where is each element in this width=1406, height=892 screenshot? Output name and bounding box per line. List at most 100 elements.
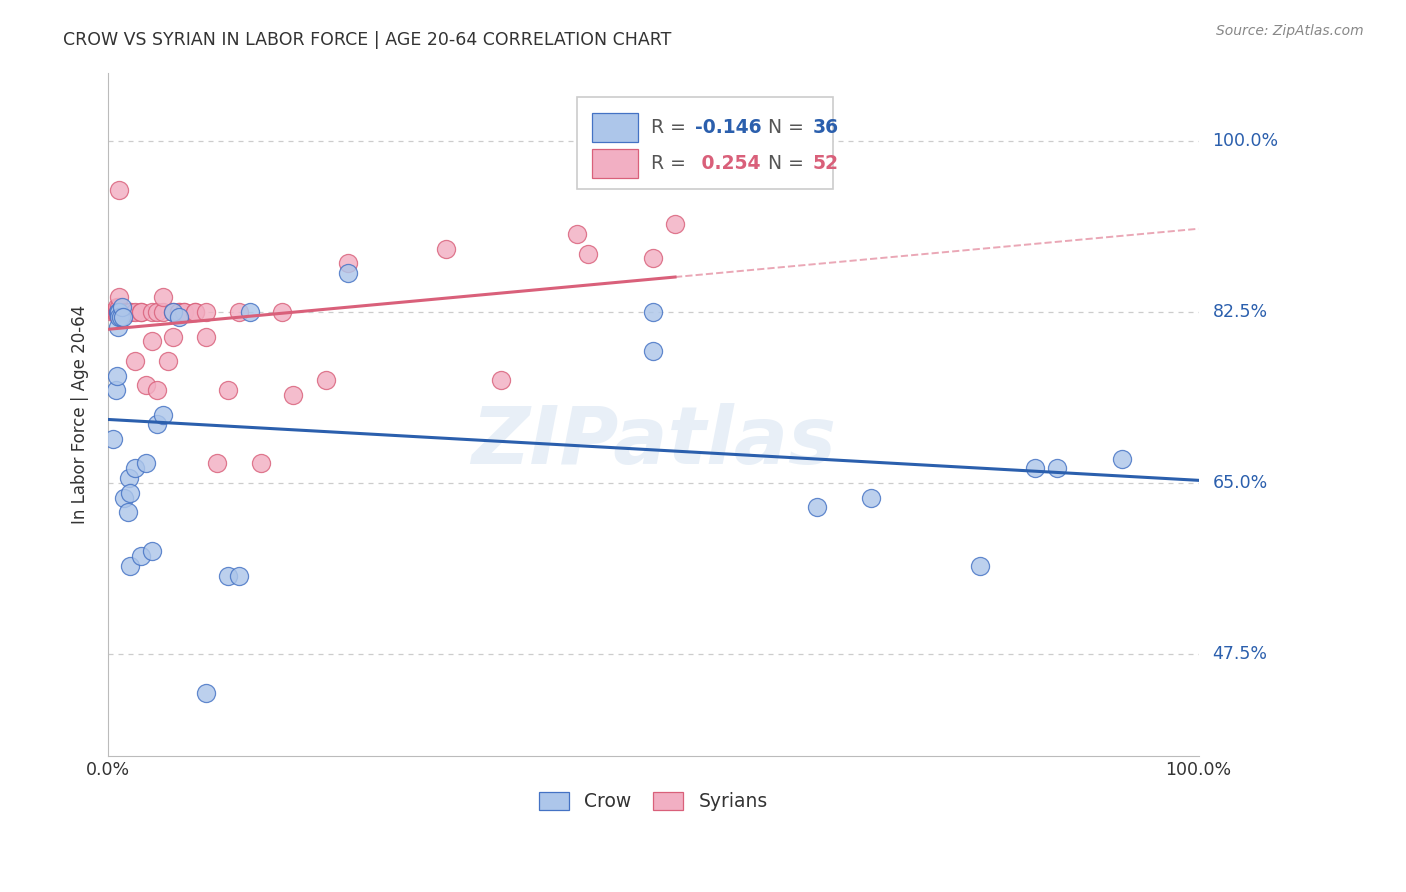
FancyBboxPatch shape xyxy=(592,149,638,178)
FancyBboxPatch shape xyxy=(576,97,834,189)
Point xyxy=(434,242,457,256)
Point xyxy=(184,305,207,319)
Point xyxy=(205,457,228,471)
Point xyxy=(107,319,129,334)
Point xyxy=(105,368,128,383)
Text: -0.146: -0.146 xyxy=(695,118,761,136)
Text: 82.5%: 82.5% xyxy=(1212,303,1268,321)
Point xyxy=(162,329,184,343)
Point xyxy=(336,266,359,280)
Point xyxy=(249,457,271,471)
Point xyxy=(108,310,131,324)
Point xyxy=(141,305,163,319)
Point xyxy=(104,305,127,319)
Point xyxy=(228,568,250,582)
Point xyxy=(118,485,141,500)
Point xyxy=(103,305,125,319)
Text: N =: N = xyxy=(768,153,810,173)
Point xyxy=(112,310,135,324)
Point xyxy=(118,305,141,319)
Point xyxy=(103,305,125,319)
Point xyxy=(664,217,686,231)
Point xyxy=(108,300,131,314)
Point xyxy=(108,305,131,319)
Point xyxy=(173,305,195,319)
Text: 100.0%: 100.0% xyxy=(1212,132,1278,151)
Point xyxy=(173,305,195,319)
Point xyxy=(643,305,665,319)
Point xyxy=(156,354,179,368)
Point xyxy=(152,291,174,305)
Text: 65.0%: 65.0% xyxy=(1212,474,1268,492)
Text: Source: ZipAtlas.com: Source: ZipAtlas.com xyxy=(1216,24,1364,38)
Point xyxy=(105,305,128,319)
Text: 0.254: 0.254 xyxy=(695,153,761,173)
Text: 36: 36 xyxy=(813,118,838,136)
Point xyxy=(489,374,512,388)
Text: R =: R = xyxy=(651,153,692,173)
Text: ZIPatlas: ZIPatlas xyxy=(471,403,835,481)
Point xyxy=(117,505,139,519)
Y-axis label: In Labor Force | Age 20-64: In Labor Force | Age 20-64 xyxy=(72,305,89,524)
Point xyxy=(135,378,157,392)
Point xyxy=(129,305,152,319)
Point xyxy=(195,305,218,319)
FancyBboxPatch shape xyxy=(592,113,638,142)
Point xyxy=(135,457,157,471)
Point xyxy=(1046,461,1069,475)
Point xyxy=(860,491,883,505)
Point xyxy=(146,305,169,319)
Point xyxy=(271,305,294,319)
Point xyxy=(576,246,599,260)
Point xyxy=(105,300,128,314)
Point xyxy=(141,544,163,558)
Point xyxy=(228,305,250,319)
Text: 52: 52 xyxy=(813,153,838,173)
Point xyxy=(112,491,135,505)
Text: R =: R = xyxy=(651,118,692,136)
Point xyxy=(129,305,152,319)
Point xyxy=(969,558,991,573)
Point xyxy=(124,354,146,368)
Point xyxy=(129,549,152,564)
Point xyxy=(107,305,129,319)
Point xyxy=(108,305,131,319)
Point xyxy=(565,227,588,241)
Point xyxy=(146,383,169,397)
Point xyxy=(162,305,184,319)
Point xyxy=(217,383,239,397)
Text: CROW VS SYRIAN IN LABOR FORCE | AGE 20-64 CORRELATION CHART: CROW VS SYRIAN IN LABOR FORCE | AGE 20-6… xyxy=(63,31,672,49)
Point xyxy=(108,305,131,319)
Point xyxy=(162,305,184,319)
Point xyxy=(167,305,190,319)
Point xyxy=(152,305,174,319)
Point xyxy=(118,305,141,319)
Point xyxy=(103,432,125,446)
Point xyxy=(315,374,337,388)
Point xyxy=(1024,461,1046,475)
Point xyxy=(152,408,174,422)
Text: N =: N = xyxy=(768,118,810,136)
Legend: Crow, Syrians: Crow, Syrians xyxy=(531,784,775,819)
Point xyxy=(195,686,218,700)
Point xyxy=(107,305,129,319)
Point xyxy=(108,183,131,197)
Point xyxy=(167,305,190,319)
Point xyxy=(118,558,141,573)
Point xyxy=(239,305,262,319)
Point xyxy=(141,334,163,349)
Point xyxy=(107,305,129,319)
Point xyxy=(806,500,828,515)
Point xyxy=(336,256,359,270)
Point xyxy=(146,417,169,432)
Point xyxy=(124,305,146,319)
Point xyxy=(184,305,207,319)
Text: 47.5%: 47.5% xyxy=(1212,645,1267,663)
Point xyxy=(111,300,134,314)
Point xyxy=(110,310,132,324)
Point xyxy=(167,310,190,324)
Point xyxy=(643,252,665,266)
Point xyxy=(195,329,218,343)
Point xyxy=(104,305,127,319)
Point xyxy=(283,388,305,402)
